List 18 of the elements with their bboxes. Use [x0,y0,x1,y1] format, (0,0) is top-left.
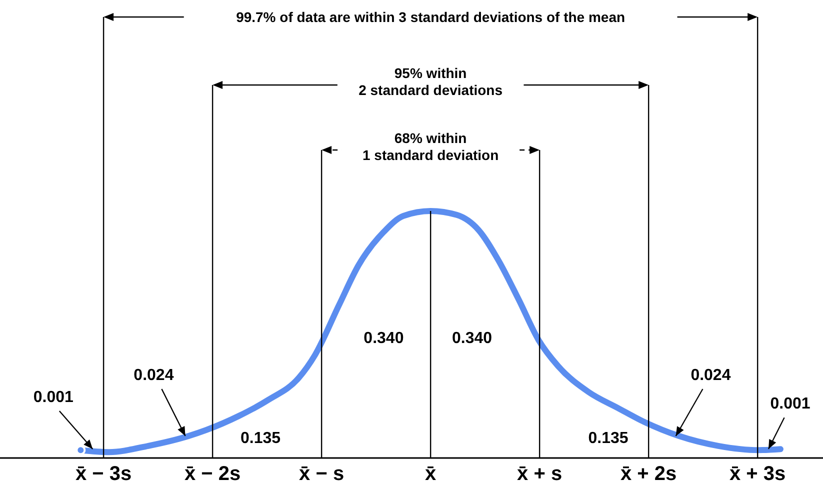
annotation: 0.001 [33,388,74,406]
annotation: 0.135 [588,430,628,448]
x-tick-label: x̄ + 3s [730,463,786,486]
annotation: 0.024 [134,366,174,384]
annotation: 0.001 [770,396,810,413]
annotation: 0.340 [364,330,404,347]
text: 68% within 1 standard deviation [362,130,499,163]
annotation: 0.135 [240,430,281,448]
x-tick-label: x̄ + s [517,463,562,486]
x-tick-label: x̄ + 2s [620,463,677,486]
annotation: 0.024 [690,366,731,384]
x-tick-label: x̄ − 2s [184,463,241,486]
x-tick-label: x̄ − 3s [75,463,132,486]
text: 99.7% of data are within 3 standard deviations of the mean [236,9,626,25]
annotation: 0.340 [452,330,492,347]
x-tick-label: x̄ − s [299,463,344,486]
x-tick-label: x̄ [425,463,436,486]
text: 95% within 2 standard deviations [358,65,503,98]
